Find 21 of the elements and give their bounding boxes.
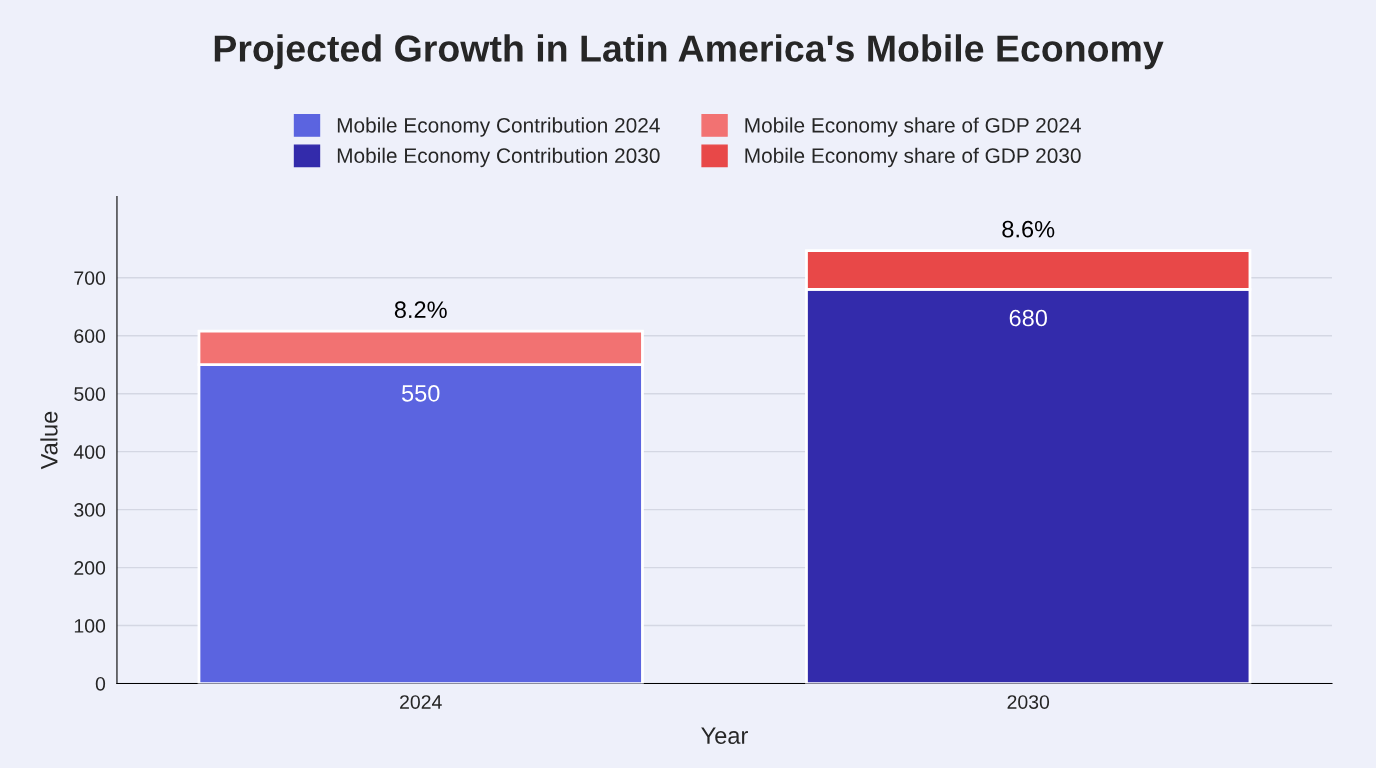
- y-tick-label: 0: [95, 676, 106, 691]
- y-axis-title: Value: [40, 411, 58, 470]
- annotation: 8.2%: [394, 301, 447, 319]
- y-tick-label: 500: [74, 387, 106, 401]
- data-label: 550: [401, 384, 440, 402]
- legend-label: Mobile Economy share of GDP 2030: [745, 147, 1081, 168]
- annotation: 8.6%: [1002, 220, 1055, 238]
- x-axis-title: Year: [701, 727, 748, 744]
- x-tick-label: 2030: [1007, 695, 1050, 709]
- y-tick-label: 100: [74, 619, 106, 633]
- x-tick-label: 2024: [400, 695, 442, 709]
- y-tick-label: 200: [74, 561, 106, 575]
- y-tick-label: 400: [73, 445, 106, 459]
- y-tick-label: 300: [74, 503, 106, 517]
- y-tick-label: 600: [74, 329, 106, 343]
- y-tick-label: 700: [74, 271, 106, 285]
- data-label: 680: [1009, 309, 1047, 327]
- legend-label: Mobile Economy Contribution 2024: [337, 117, 660, 137]
- chart-title: Projected Growth in Latin America's Mobile Economy: [214, 34, 1164, 70]
- legend-label: Mobile Economy Contribution 2030: [337, 147, 660, 168]
- legend-label: Mobile Economy share of GDP 2024: [745, 117, 1081, 137]
